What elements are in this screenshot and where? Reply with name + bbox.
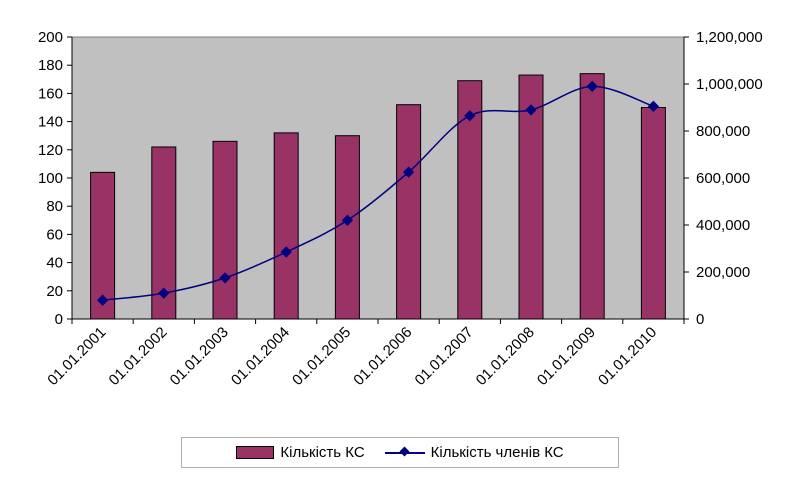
right-tick-label: 200,000 (696, 264, 750, 281)
left-tick-label: 120 (38, 142, 63, 159)
left-tick-label: 0 (55, 311, 63, 328)
left-tick-label: 40 (46, 255, 63, 272)
line-point (341, 214, 354, 226)
bar (518, 74, 544, 320)
line-point (280, 246, 292, 258)
right-tick-label: 600,000 (696, 170, 750, 187)
legend-item-line: Кількість членів КС (384, 444, 564, 461)
x-tick-label: 01.01.2004 (228, 324, 293, 389)
right-tick-label: 800,000 (696, 123, 750, 140)
line-point (402, 166, 415, 178)
bar (334, 135, 360, 320)
legend-bar-swatch (236, 446, 275, 459)
right-tick-label: 1,200,000 (696, 29, 763, 46)
left-tick-label: 20 (46, 283, 63, 300)
left-tick-label: 140 (38, 114, 63, 131)
bar (396, 104, 422, 320)
legend-label-line: Кількість членів КС (430, 444, 564, 461)
bar (212, 140, 238, 320)
legend: Кількість КС Кількість членів КС (181, 437, 619, 468)
x-tick-label: 01.01.2003 (167, 324, 232, 389)
bar (640, 107, 666, 320)
legend-item-bars: Кількість КС (236, 444, 365, 461)
legend-label-bars: Кількість КС (280, 444, 365, 461)
right-tick-label: 0 (696, 311, 704, 328)
left-tick-label: 100 (38, 170, 63, 187)
series-line (102, 85, 654, 301)
x-tick-label: 01.01.2008 (473, 324, 538, 389)
bar (273, 132, 299, 320)
x-tick-label: 01.01.2006 (350, 324, 415, 389)
x-tick-label: 01.01.2010 (595, 324, 660, 389)
x-tick-label: 01.01.2001 (44, 324, 109, 389)
left-tick-label: 200 (38, 29, 63, 46)
right-tick-label: 1,000,000 (696, 76, 763, 93)
bar (151, 146, 177, 320)
line-point (219, 272, 231, 284)
bar (579, 73, 605, 320)
legend-line-swatch (384, 447, 425, 458)
left-tick-label: 60 (46, 226, 63, 243)
right-tick-label: 400,000 (696, 217, 750, 234)
x-tick-label: 01.01.2002 (106, 324, 171, 389)
x-tick-label: 01.01.2007 (412, 324, 477, 389)
left-tick-label: 80 (46, 198, 63, 215)
left-tick-label: 180 (38, 57, 63, 74)
left-tick-label: 160 (38, 85, 63, 102)
x-tick-label: 01.01.2005 (289, 324, 354, 389)
line-point (158, 287, 170, 299)
x-tick-label: 01.01.2009 (534, 324, 599, 389)
